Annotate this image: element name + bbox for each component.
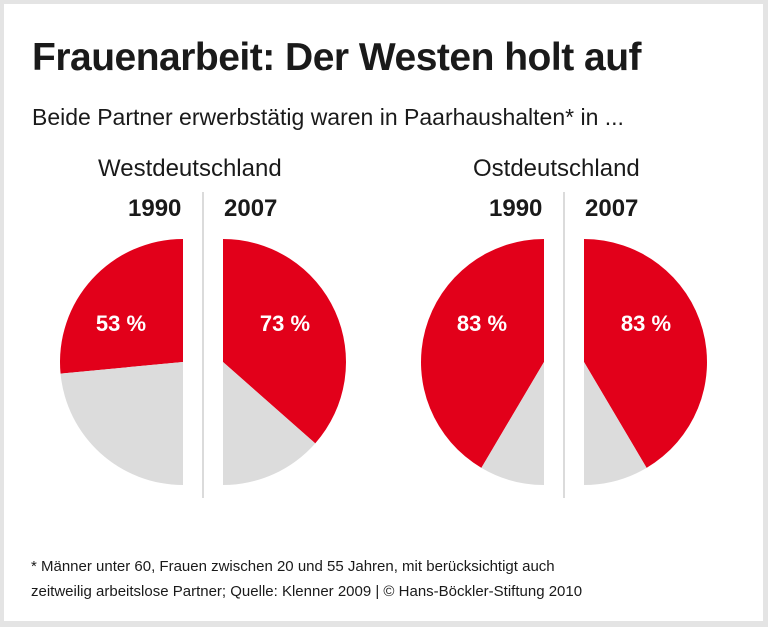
region-label-east: Ostdeutschland	[473, 155, 640, 182]
pie-data-label-west-2007: 73 %	[260, 311, 310, 336]
year-label-east-1990: 1990	[489, 195, 543, 222]
pie-slice-value-east-1990	[421, 239, 544, 468]
year-label-west-2007: 2007	[224, 195, 278, 222]
pie-data-label-east-2007: 83 %	[621, 311, 671, 336]
footnote-line-1: * Männer unter 60, Frauen zwischen 20 un…	[31, 558, 555, 575]
pie-slice-remainder-east-2007	[584, 362, 647, 485]
pie-data-label-west-1990: 53 %	[96, 311, 146, 336]
pie-slice-value-west-2007	[223, 239, 346, 444]
year-label-west-1990: 1990	[128, 195, 182, 222]
year-label-east-2007: 2007	[585, 195, 639, 222]
footnote: * Männer unter 60, Frauen zwischen 20 un…	[31, 554, 582, 604]
pie-slice-value-east-2007	[584, 239, 708, 468]
chart-subtitle: Beide Partner erwerbstätig waren in Paar…	[32, 104, 624, 130]
footnote-line-2: zeitweilig arbeitslose Partner; Quelle: …	[31, 583, 583, 600]
pie-slice-value-west-1990	[59, 239, 183, 374]
region-label-west: Westdeutschland	[98, 155, 282, 182]
pie-slice-remainder-west-1990	[60, 362, 183, 485]
pie-slice-remainder-east-1990	[481, 362, 544, 485]
chart-title: Frauenarbeit: Der Westen holt auf	[32, 36, 642, 79]
pie-data-label-east-1990: 83 %	[457, 311, 507, 336]
pie-slice-remainder-west-2007	[223, 362, 316, 485]
